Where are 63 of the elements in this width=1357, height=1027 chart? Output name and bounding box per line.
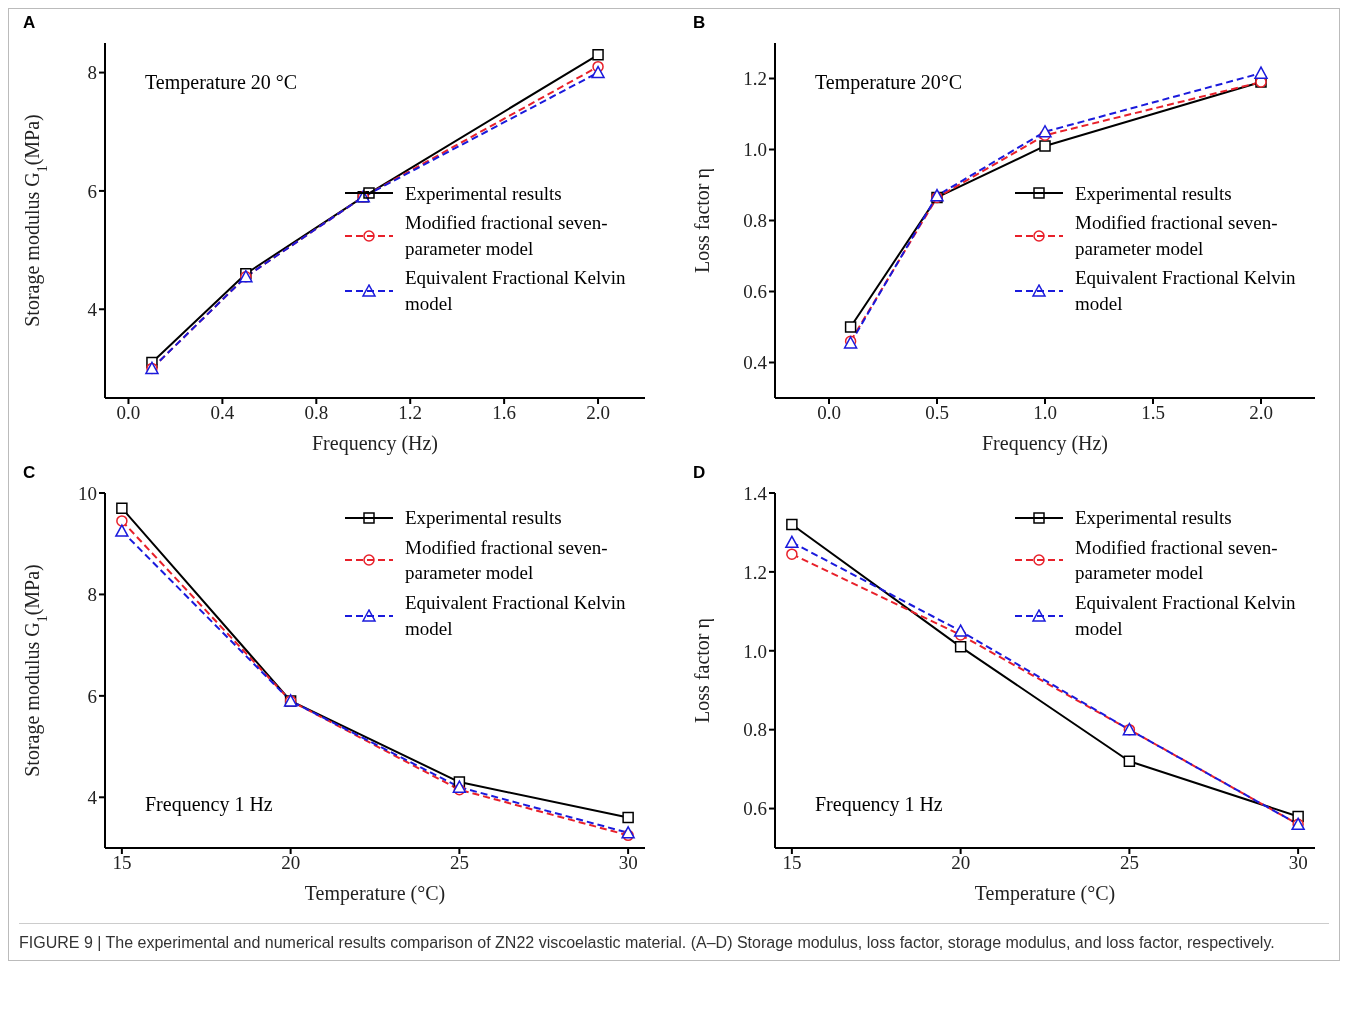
x-tick-label: 1.2 [398,402,423,424]
chart-title: A [23,13,36,33]
legend-label: Modified fractional seven-parameter model [405,535,609,586]
y-tick-label: 0.8 [743,210,767,232]
x-axis-title: Temperature (°C) [304,882,446,905]
x-tick-label: 25 [449,852,469,874]
caption: FIGURE 9 | The experimental and numerical results comparison of ZN22 viscoelastic material. (A–D) Storage modulus, loss factor, storage modulus, and loss factor, respectively. [19,923,1329,952]
legend-label: Equivalent Fractional Kelvin model [405,266,627,317]
y-tick-label: 0.4 [743,352,768,374]
x-axis-title: Temperature (°C) [974,882,1116,905]
y-tick-label: 1.0 [743,139,767,161]
x-axis-title: Frequency (Hz) [311,432,439,455]
x-tick-label: 1.6 [492,402,517,424]
annotation: Frequency 1 Hz [815,793,943,816]
y-tick-label: 0.6 [743,798,767,820]
legend-label: Modified fractional seven-parameter model [405,211,609,261]
chart-title: B [693,13,706,33]
y-axis-title: Loss factor η [691,168,714,273]
legend-label: Equivalent Fractional Kelvin model [405,590,627,641]
y-tick-label: 1.4 [743,482,768,504]
x-tick-label: 25 [1119,852,1139,874]
y-tick-label: 8 [87,584,97,606]
chart-title: C [23,463,36,483]
y-tick-label: 1.0 [743,640,767,662]
y-axis-title: Loss factor η [691,618,714,723]
legend-label: Experimental results [1075,506,1233,530]
x-tick-label: 0.8 [304,402,329,424]
y-tick-label: 6 [87,685,97,707]
x-tick-label: 20 [281,852,301,874]
x-tick-label: 15 [112,852,132,874]
x-tick-label: 1.5 [1141,402,1165,424]
y-tick-label: 8 [87,62,97,84]
legend-label: Experimental results [405,506,563,530]
y-tick-label: 1.2 [743,68,767,90]
x-tick-label: 30 [1288,852,1308,874]
x-tick-label: 0.0 [817,402,841,424]
x-axis-title: Frequency (Hz) [981,432,1109,455]
chart-title: D [693,463,706,483]
x-tick-label: 15 [782,852,802,874]
legend-label: Equivalent Fractional Kelvin model [1075,590,1297,641]
y-tick-label: 4 [87,298,98,320]
annotation: Temperature 20 °C [145,71,298,94]
x-tick-label: 0.0 [116,402,141,424]
annotation: Frequency 1 Hz [145,793,273,816]
y-tick-label: 1.2 [743,561,767,583]
annotation: Temperature 20°C [815,71,963,94]
x-tick-label: 2.0 [586,402,610,424]
x-tick-label: 2.0 [1249,402,1273,424]
x-tick-label: 0.4 [210,402,235,424]
legend-label: Equivalent Fractional Kelvin model [1075,266,1297,317]
y-tick-label: 0.8 [743,719,767,741]
legend-label: Modified fractional seven-parameter model [1075,535,1279,586]
y-tick-label: 6 [87,180,97,202]
y-tick-label: 0.6 [743,281,767,303]
x-tick-label: 1.0 [1033,402,1057,424]
legend-label: Experimental results [405,181,563,206]
x-tick-label: 0.5 [925,402,949,424]
x-tick-label: 30 [618,852,638,874]
legend-label: Modified fractional seven-parameter model [1075,211,1279,261]
legend-label: Experimental results [1075,181,1233,206]
y-tick-label: 10 [78,482,97,504]
y-tick-label: 4 [87,787,98,809]
x-tick-label: 20 [951,852,971,874]
